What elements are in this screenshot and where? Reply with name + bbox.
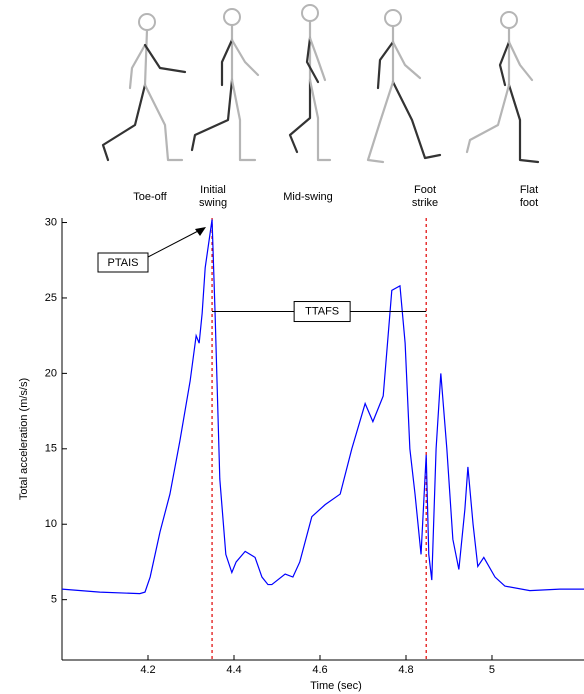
- phase-label: strike: [412, 197, 438, 209]
- annotation-label: PTAIS: [108, 257, 139, 269]
- phase-label: swing: [199, 197, 227, 209]
- x-axis-label: Time (sec): [310, 680, 362, 692]
- phase-label: Foot: [414, 184, 436, 196]
- y-axis-label: Total acceleration (m/s/s): [18, 378, 30, 500]
- data-line: [62, 220, 584, 594]
- y-tick-label: 15: [45, 443, 57, 455]
- phase-label: Flat: [520, 184, 538, 196]
- y-tick-label: 20: [45, 367, 57, 379]
- y-tick-label: 30: [45, 216, 57, 228]
- x-tick-label: 4.2: [140, 664, 155, 676]
- x-tick-label: 4.4: [226, 664, 241, 676]
- phase-label: foot: [520, 197, 538, 209]
- chart: Toe-off Initialswing Mid-swing Footstrike Fl…: [0, 0, 584, 694]
- phase-label: Mid-swing: [283, 191, 333, 203]
- phase-label: Toe-off: [133, 191, 167, 203]
- phase-label: Initial: [200, 184, 226, 196]
- annotation-label: TTAFS: [305, 305, 339, 317]
- annotation-arrow: [148, 230, 200, 257]
- x-tick-label: 4.8: [398, 664, 413, 676]
- y-tick-label: 5: [51, 594, 57, 606]
- x-tick-label: 5: [489, 664, 495, 676]
- x-tick-label: 4.6: [312, 664, 327, 676]
- y-tick-label: 10: [45, 518, 57, 530]
- y-tick-label: 25: [45, 292, 57, 304]
- gait-figures: [103, 5, 538, 162]
